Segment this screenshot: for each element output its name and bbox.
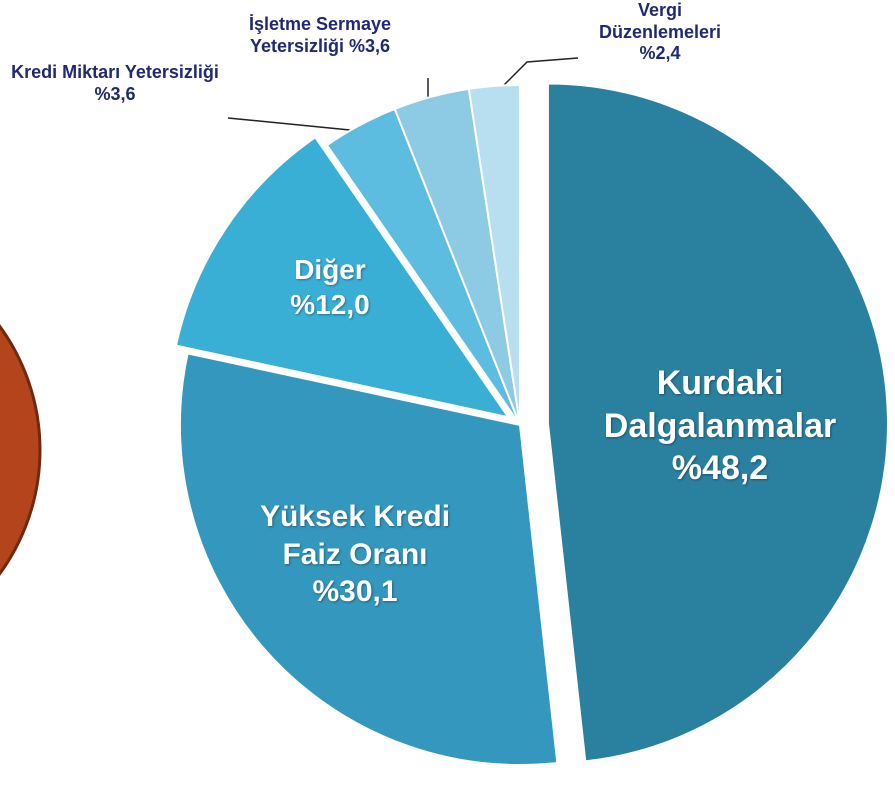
slice-label: İşletme Sermaye Yetersizliği %3,6 [200,14,440,57]
pie-slice [179,352,559,766]
value-label: %12,0 [290,289,370,320]
pie-slice [467,83,521,426]
slice-label: Kredi Miktarı Yetersizliği %3,6 [0,62,230,105]
value-label: %30,1 [312,575,398,608]
value-label: %3,6 [349,35,391,56]
pie-slice [174,135,511,419]
category-label: Kredi Miktarı Yetersizliği [11,62,219,82]
leader-line [496,57,579,93]
slice-label: Kurdaki Dalgalanmalar %48,2 [590,362,850,490]
category-label: Yüksek Kredi Faiz Oranı [259,500,451,571]
value-label: %3,6 [94,83,136,104]
category-label: Vergi Düzenlemeleri [598,0,722,42]
category-label: İşletme Sermaye Yetersizliği [248,14,392,56]
decor-circle [0,324,42,576]
category-label: Diğer [294,254,366,285]
value-label: %48,2 [671,449,769,487]
slice-label: Vergi Düzenlemeleri %2,4 [585,0,735,65]
value-label: %2,4 [639,43,681,64]
pie-slice [546,82,889,763]
category-label: Kurdaki Dalgalanmalar [603,364,837,445]
slice-label: Diğer %12,0 [255,252,405,322]
leader-line [227,117,351,131]
slice-label: Yüksek Kredi Faiz Oranı %30,1 [235,498,475,611]
